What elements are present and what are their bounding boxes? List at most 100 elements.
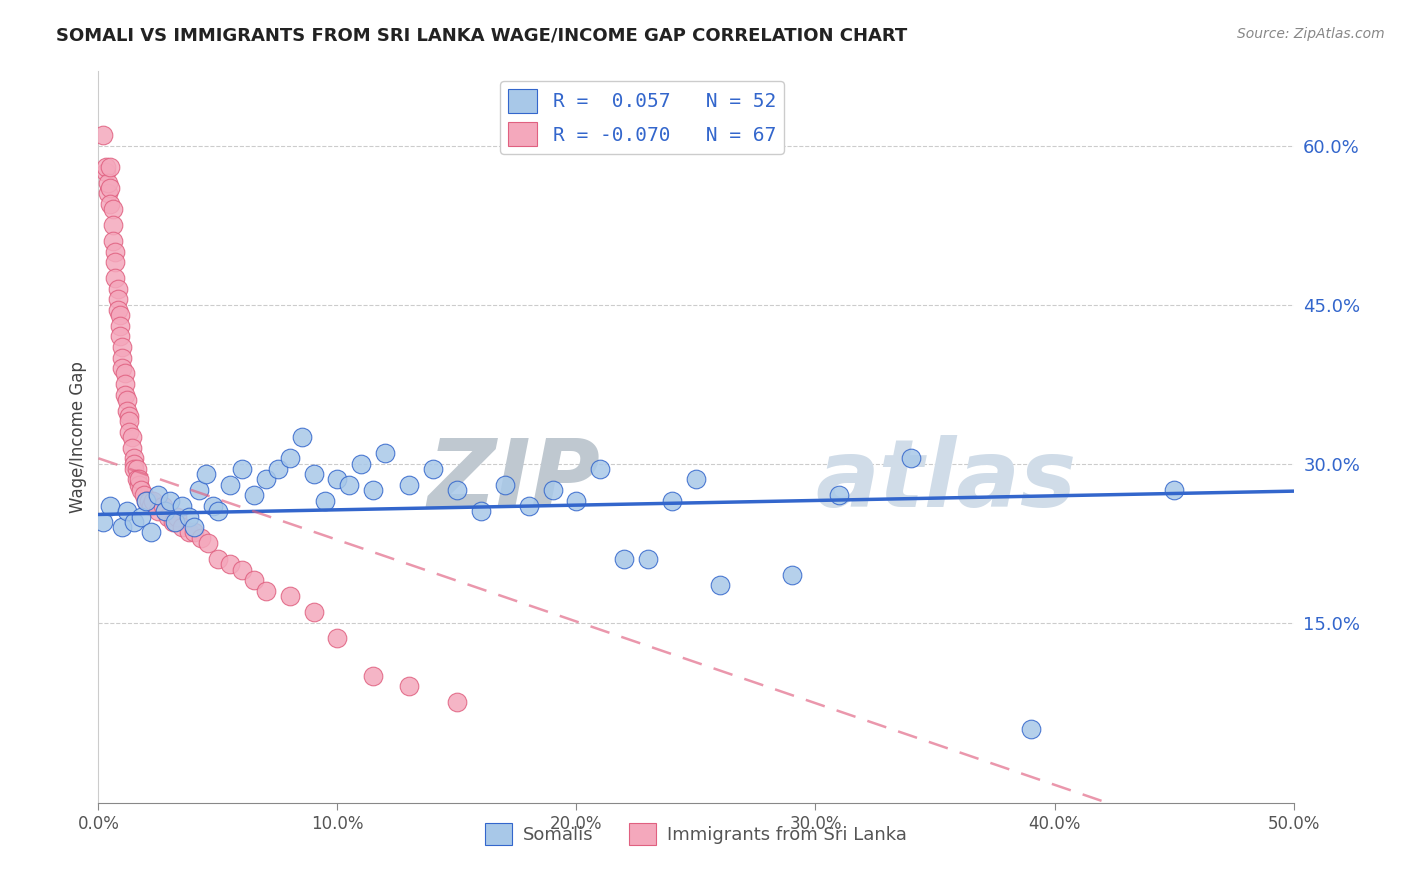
- Point: [780, 567, 803, 582]
- Point: [541, 483, 564, 497]
- Point: [1163, 483, 1185, 497]
- Text: atlas: atlas: [815, 435, 1077, 527]
- Point: [121, 441, 143, 455]
- Point: [152, 499, 174, 513]
- Point: [685, 473, 707, 487]
- Point: [828, 488, 851, 502]
- Point: [91, 128, 114, 142]
- Point: [163, 515, 186, 529]
- Point: [291, 430, 314, 444]
- Point: [326, 632, 349, 646]
- Point: [422, 462, 444, 476]
- Point: [302, 467, 325, 482]
- Point: [148, 488, 170, 502]
- Point: [135, 493, 157, 508]
- Text: ZIP: ZIP: [427, 435, 600, 527]
- Point: [183, 520, 205, 534]
- Y-axis label: Wage/Income Gap: Wage/Income Gap: [69, 361, 87, 513]
- Point: [114, 367, 136, 381]
- Point: [131, 509, 153, 524]
- Point: [315, 493, 337, 508]
- Point: [231, 462, 253, 476]
- Point: [115, 504, 138, 518]
- Point: [267, 462, 290, 476]
- Point: [398, 679, 420, 693]
- Point: [709, 578, 731, 592]
- Point: [121, 430, 143, 444]
- Point: [124, 457, 146, 471]
- Point: [98, 197, 122, 211]
- Point: [104, 271, 127, 285]
- Point: [128, 477, 150, 491]
- Point: [115, 392, 138, 407]
- Point: [243, 488, 266, 502]
- Point: [108, 329, 131, 343]
- Point: [124, 451, 146, 466]
- Point: [111, 361, 134, 376]
- Point: [374, 446, 396, 460]
- Point: [900, 451, 922, 466]
- Point: [132, 488, 155, 502]
- Point: [124, 462, 146, 476]
- Point: [254, 473, 277, 487]
- Point: [125, 473, 148, 487]
- Point: [494, 477, 516, 491]
- Point: [97, 186, 120, 201]
- Point: [142, 493, 165, 508]
- Point: [108, 308, 131, 322]
- Point: [107, 302, 129, 317]
- Point: [446, 695, 468, 709]
- Point: [446, 483, 468, 497]
- Point: [207, 552, 229, 566]
- Point: [118, 409, 141, 423]
- Point: [278, 589, 301, 603]
- Point: [118, 425, 141, 439]
- Point: [104, 255, 127, 269]
- Point: [398, 477, 420, 491]
- Point: [278, 451, 301, 466]
- Point: [254, 583, 277, 598]
- Point: [115, 403, 138, 417]
- Point: [114, 377, 136, 392]
- Point: [94, 165, 117, 179]
- Point: [179, 509, 201, 524]
- Point: [107, 293, 129, 307]
- Point: [166, 509, 188, 524]
- Point: [94, 160, 117, 174]
- Point: [101, 202, 124, 216]
- Point: [613, 552, 636, 566]
- Point: [139, 499, 162, 513]
- Point: [190, 531, 212, 545]
- Point: [131, 483, 153, 497]
- Point: [104, 244, 127, 259]
- Point: [156, 509, 179, 524]
- Point: [197, 536, 219, 550]
- Point: [98, 181, 122, 195]
- Point: [98, 160, 122, 174]
- Point: [219, 477, 242, 491]
- Point: [135, 493, 157, 508]
- Text: Source: ZipAtlas.com: Source: ZipAtlas.com: [1237, 27, 1385, 41]
- Point: [172, 499, 194, 513]
- Point: [128, 473, 150, 487]
- Point: [589, 462, 612, 476]
- Point: [363, 668, 385, 682]
- Point: [517, 499, 540, 513]
- Text: SOMALI VS IMMIGRANTS FROM SRI LANKA WAGE/INCOME GAP CORRELATION CHART: SOMALI VS IMMIGRANTS FROM SRI LANKA WAGE…: [56, 27, 907, 45]
- Point: [124, 515, 146, 529]
- Point: [195, 467, 218, 482]
- Legend: Somalis, Immigrants from Sri Lanka: Somalis, Immigrants from Sri Lanka: [478, 816, 914, 852]
- Point: [91, 515, 114, 529]
- Point: [202, 499, 225, 513]
- Point: [207, 504, 229, 518]
- Point: [138, 493, 160, 508]
- Point: [565, 493, 588, 508]
- Point: [363, 483, 385, 497]
- Point: [243, 573, 266, 587]
- Point: [219, 558, 242, 572]
- Point: [179, 525, 201, 540]
- Point: [159, 493, 181, 508]
- Point: [111, 520, 134, 534]
- Point: [114, 387, 136, 401]
- Point: [101, 218, 124, 232]
